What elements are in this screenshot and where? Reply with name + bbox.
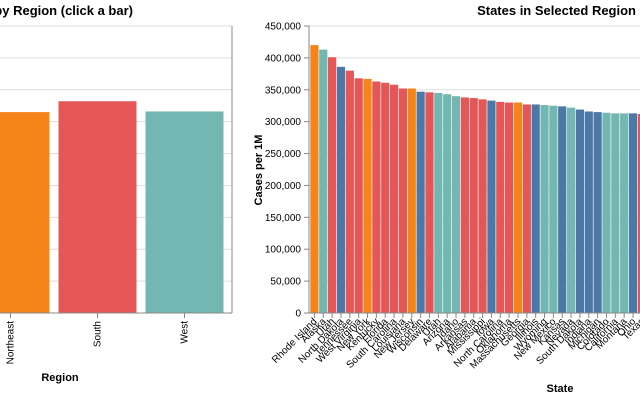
- state-bar-kentucky[interactable]: [372, 81, 381, 313]
- state-bar-texas[interactable]: [637, 114, 640, 313]
- states-y-tick-label: 250,000: [265, 149, 302, 160]
- state-bar-south-carolina[interactable]: [389, 84, 399, 313]
- state-bar-colorado[interactable]: [602, 112, 611, 313]
- region-x-tick-label: South: [93, 321, 104, 347]
- state-bar-florida[interactable]: [381, 82, 390, 313]
- state-bar-louisiana[interactable]: [398, 88, 408, 313]
- region-bar-northeast[interactable]: [0, 112, 50, 313]
- state-bar-wisconsin[interactable]: [416, 91, 425, 314]
- states-chart: States in Selected Region 0 50,000 100,000…: [253, 3, 640, 395]
- state-bar-west-virginia[interactable]: [354, 78, 363, 313]
- state-bar-massachusetts[interactable]: [513, 102, 523, 314]
- state-bar-kansas[interactable]: [558, 106, 567, 313]
- state-bar-arkansas[interactable]: [460, 97, 469, 313]
- state-bar-new-mexico[interactable]: [549, 105, 558, 313]
- states-chart-title: States in Selected Region: [477, 3, 636, 18]
- state-bar-wyoming[interactable]: [540, 105, 549, 313]
- state-bar-ohio[interactable]: [628, 113, 638, 314]
- states-chart-x-title: State: [547, 383, 574, 395]
- states-y-tick-label: 400,000: [265, 53, 302, 64]
- state-bar-idaho[interactable]: [451, 96, 461, 314]
- region-chart-x-ticks: Northeast South West: [6, 313, 191, 364]
- state-bar-alaska[interactable]: [319, 49, 328, 313]
- state-bar-montana[interactable]: [620, 113, 629, 314]
- state-bar-iowa[interactable]: [487, 100, 496, 314]
- states-chart-y-ticks: 0 50,000 100,000 150,000 200,000 250,000 300,0…: [265, 22, 309, 320]
- region-bar-south[interactable]: [58, 101, 137, 313]
- state-bar-alabama[interactable]: [469, 98, 478, 314]
- region-x-tick-label: Northeast: [6, 321, 17, 365]
- state-bar-illinois[interactable]: [531, 104, 540, 314]
- states-y-tick-label: 100,000: [265, 245, 302, 256]
- region-chart-bars: [0, 101, 224, 313]
- states-y-tick-label: 0: [295, 309, 301, 320]
- states-y-tick-label: 450,000: [265, 22, 302, 33]
- state-bar-south-dakota[interactable]: [575, 109, 585, 313]
- states-y-tick-label: 350,000: [265, 85, 302, 96]
- state-bar-utah[interactable]: [328, 57, 337, 313]
- state-bar-utah[interactable]: [434, 92, 443, 313]
- state-bar-north-dakota[interactable]: [336, 66, 346, 313]
- state-bar-mississippi[interactable]: [478, 99, 487, 313]
- states-y-tick-label: 300,000: [265, 117, 302, 128]
- state-bar-new-york[interactable]: [363, 78, 372, 314]
- state-bar-tennessee[interactable]: [345, 70, 354, 314]
- state-bar-delaware[interactable]: [425, 92, 434, 313]
- region-bar-west[interactable]: [145, 111, 224, 313]
- states-chart-bars: [310, 45, 640, 314]
- state-bar-indiana[interactable]: [584, 111, 593, 313]
- state-bar-north-carolina[interactable]: [496, 101, 505, 313]
- region-chart-title: Cases per 1M by Region (click a bar): [0, 3, 133, 18]
- state-bar-rhode-island[interactable]: [310, 45, 319, 314]
- states-chart-y-title: Cases per 1M: [253, 135, 265, 206]
- state-bar-new-jersey[interactable]: [407, 88, 416, 313]
- states-y-tick-label: 150,000: [265, 213, 302, 224]
- state-bar-georgia[interactable]: [522, 104, 531, 314]
- states-y-tick-label: 200,000: [265, 181, 302, 192]
- state-bar-nevada[interactable]: [566, 107, 576, 313]
- region-chart: Cases per 1M by Region (click a bar) Nor…: [0, 3, 233, 384]
- state-bar-oklahoma[interactable]: [505, 102, 514, 314]
- states-y-tick-label: 50,000: [270, 277, 301, 288]
- region-x-tick-label: West: [180, 321, 191, 344]
- state-bar-california[interactable]: [611, 113, 620, 314]
- region-chart-x-title: Region: [41, 372, 79, 384]
- state-bar-arizona[interactable]: [443, 94, 452, 314]
- state-bar-michigan[interactable]: [593, 112, 602, 313]
